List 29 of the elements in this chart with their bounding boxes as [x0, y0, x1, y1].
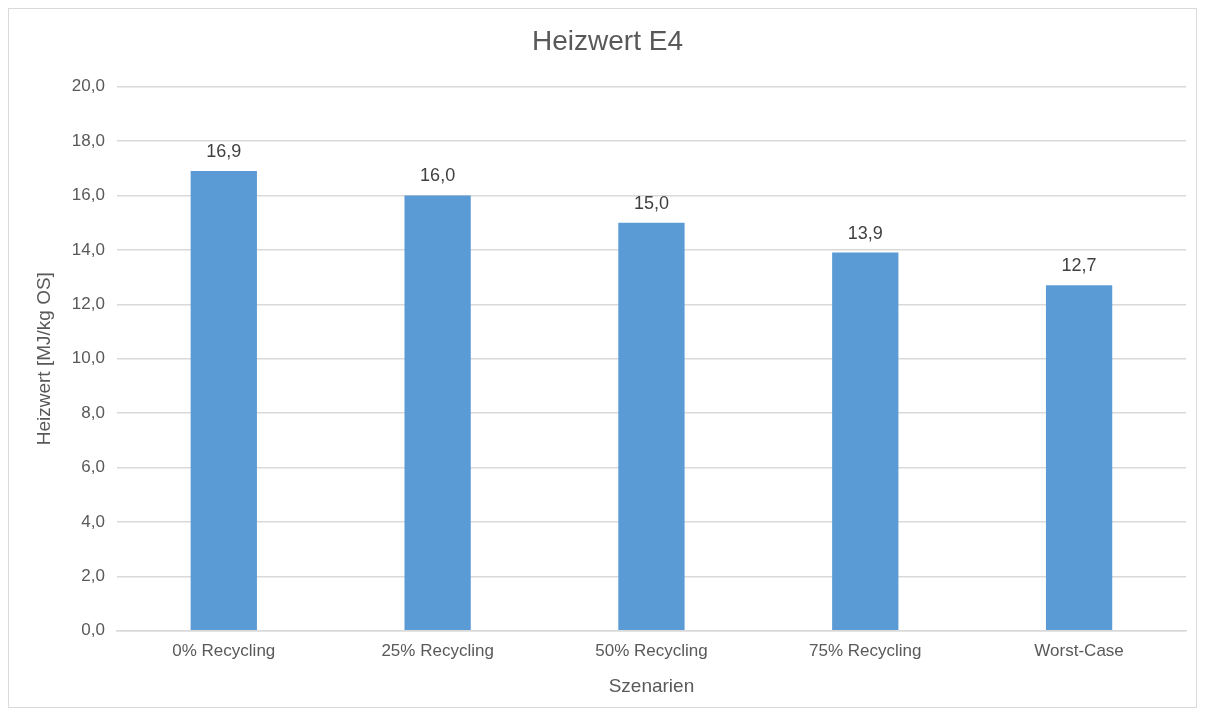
y-tick-label: 6,0 — [81, 457, 105, 477]
y-tick-label: 14,0 — [71, 239, 105, 259]
y-tick-label: 10,0 — [71, 348, 105, 368]
x-tick-label: 25% Recycling — [381, 640, 494, 660]
y-tick-label: 16,0 — [71, 185, 105, 205]
chart-title: Heizwert E4 — [532, 24, 683, 56]
bar — [1045, 285, 1113, 631]
x-tick-label: 0% Recycling — [172, 640, 276, 660]
y-tick-label: 20,0 — [71, 76, 105, 96]
y-tick-label: 4,0 — [81, 511, 105, 531]
y-tick-label: 12,0 — [71, 293, 105, 313]
y-axis-title: Heizwert [MJ/kg OS] — [32, 272, 54, 446]
bar — [618, 222, 685, 631]
bar — [404, 195, 471, 631]
y-tick-label: 8,0 — [81, 402, 105, 422]
bar — [190, 170, 257, 631]
x-tick-label: 75% Recycling — [809, 640, 922, 660]
bar — [832, 252, 899, 631]
data-label: 12,7 — [1061, 255, 1097, 276]
y-tick-label: 18,0 — [71, 130, 105, 150]
data-label: 13,9 — [847, 222, 883, 243]
x-tick-label: Worst-Case — [1034, 640, 1124, 660]
data-label: 16,9 — [206, 140, 242, 161]
x-axis-title: Szenarien — [608, 674, 695, 696]
y-tick-label: 2,0 — [81, 566, 105, 586]
x-tick-label: 50% Recycling — [595, 640, 708, 660]
data-label: 16,0 — [420, 165, 456, 186]
y-tick-label: 0,0 — [81, 620, 105, 640]
data-label: 15,0 — [633, 192, 669, 213]
